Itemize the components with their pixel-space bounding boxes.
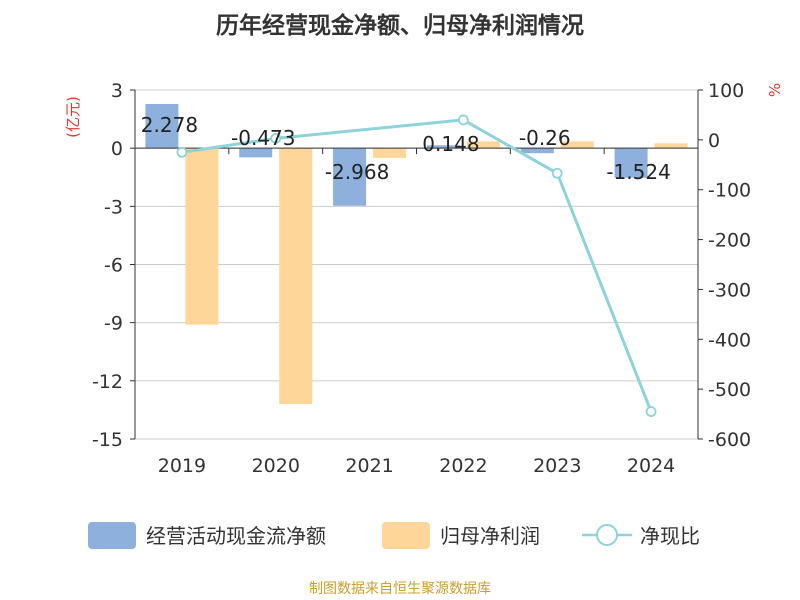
x-tick-label: 2022 xyxy=(439,455,487,477)
bar-netprofit xyxy=(279,148,313,405)
y-left-tick-label: -3 xyxy=(104,196,123,218)
bars-layer xyxy=(145,103,688,405)
y-left-unit-label: (亿元) xyxy=(64,96,82,138)
legend-swatch xyxy=(382,522,430,549)
x-tick-label: 2019 xyxy=(158,455,206,477)
data-label: -0.473 xyxy=(231,126,295,150)
line-point xyxy=(176,146,188,158)
x-tick-label: 2024 xyxy=(627,455,675,477)
grid-layer xyxy=(135,89,698,440)
data-label: 2.278 xyxy=(141,113,198,137)
line-layer xyxy=(176,114,657,417)
bar-cashflow xyxy=(520,148,554,154)
bar-cashflow xyxy=(333,148,367,206)
legend-label: 经营活动现金流净额 xyxy=(146,524,326,548)
legend-swatch xyxy=(88,522,136,549)
x-tick-label: 2021 xyxy=(345,455,393,477)
y-right-tick-label: -400 xyxy=(708,329,751,351)
y-right-tick-label: -500 xyxy=(708,379,751,401)
bar-netprofit xyxy=(466,141,500,149)
chart-title: 历年经营现金净额、归母净利润情况 xyxy=(216,12,584,39)
source-note: 制图数据来自恒生聚源数据库 xyxy=(309,581,491,597)
data-label: -0.26 xyxy=(519,126,571,150)
x-tick-label: 2020 xyxy=(252,455,300,477)
line-point xyxy=(551,167,563,179)
y-right-tick-label: -300 xyxy=(708,279,751,301)
y-right-tick-label: -100 xyxy=(708,180,751,202)
legend-marker xyxy=(596,524,618,546)
y-left-tick-label: -15 xyxy=(92,429,123,451)
labels-layer: 2.278 -0.473 -2.968 0.148 -0.26 -1.524 xyxy=(141,113,671,184)
y-left-tick-label: 0 xyxy=(111,138,123,160)
y-right-tick-label: 100 xyxy=(708,80,744,102)
line-point xyxy=(270,132,282,144)
y-left-tick-label: 3 xyxy=(111,80,123,102)
legend: 经营活动现金流净额 归母净利润 净现比 xyxy=(88,522,700,549)
axes-layer: 3 0 -3 -6 -9 -12 -15 100 0 -100 -200 -300 -400 -500 -6… xyxy=(64,80,784,477)
y-left-tick-label: -9 xyxy=(104,313,123,335)
y-right-tick-label: -600 xyxy=(708,429,751,451)
legend-label: 归母净利润 xyxy=(440,524,540,548)
y-right-tick-label: -200 xyxy=(708,230,751,252)
y-right-tick-label: 0 xyxy=(708,130,720,152)
x-tick-label: 2023 xyxy=(533,455,581,477)
bar-netprofit xyxy=(560,141,594,149)
line-point xyxy=(645,406,657,417)
data-label: 0.148 xyxy=(422,132,479,156)
bar-cashflow xyxy=(145,103,179,149)
data-label: -1.524 xyxy=(606,160,670,184)
bar-netprofit xyxy=(185,148,219,325)
y-left-tick-label: -12 xyxy=(92,371,123,393)
data-label: -2.968 xyxy=(325,160,389,184)
y-left-tick-label: -6 xyxy=(104,255,123,277)
bar-cashflow xyxy=(426,145,460,149)
y-right-unit-label: % xyxy=(766,83,784,97)
bar-netprofit xyxy=(654,143,688,149)
legend-label: 净现比 xyxy=(640,524,700,548)
line-netcash-ratio xyxy=(181,118,653,413)
bar-cashflow xyxy=(239,148,273,158)
line-point xyxy=(458,114,469,126)
bar-cashflow xyxy=(614,148,648,178)
bar-netprofit xyxy=(373,148,407,158)
